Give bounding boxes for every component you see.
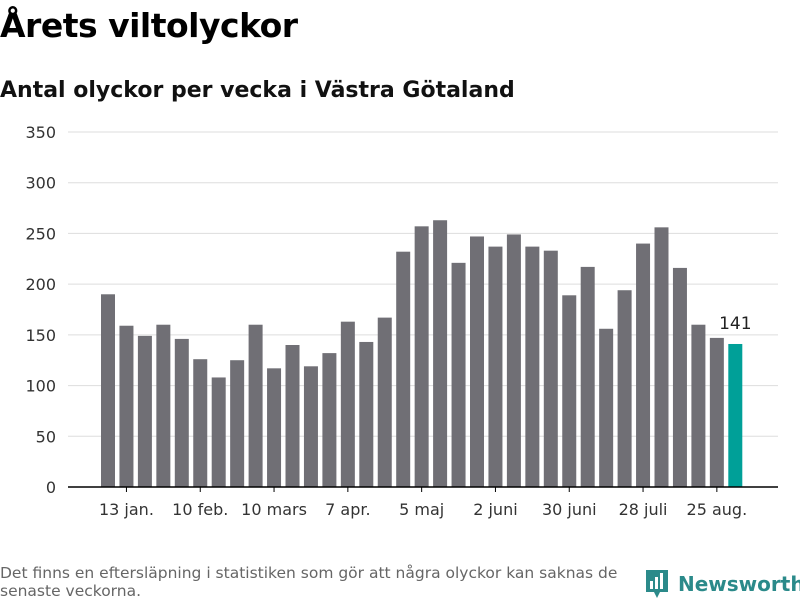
bar-chart: 0 50 100 150 200 250 300 350 13 jan. 10 feb. 10 m… <box>25 123 778 519</box>
bar <box>414 226 429 488</box>
bar <box>617 290 632 487</box>
x-axis-ticks: 13 jan. 10 feb. 10 mars 7 apr. 5 maj 2 juni 30… <box>68 486 778 519</box>
bar <box>562 295 577 487</box>
x-tick-label: 5 maj <box>399 500 444 519</box>
bar <box>248 324 263 487</box>
bar <box>599 328 614 487</box>
bar <box>174 338 189 487</box>
x-tick-label: 25 aug. <box>687 500 748 519</box>
bar <box>193 359 208 487</box>
x-tick-label: 7 apr. <box>325 500 370 519</box>
bar <box>654 227 669 488</box>
bar <box>267 368 282 487</box>
y-axis-ticks: 0 50 100 150 200 250 300 350 <box>25 123 56 497</box>
x-tick-label: 2 juni <box>473 500 517 519</box>
y-tick-label: 50 <box>36 427 56 446</box>
bar <box>101 294 115 487</box>
bar <box>433 220 448 487</box>
bar <box>285 345 300 487</box>
footnote: Det finns en eftersläpning i statistiken… <box>0 564 618 600</box>
bar <box>451 262 466 487</box>
chart-subtitle: Antal olyckor per vecka i Västra Götalan… <box>0 78 515 103</box>
y-tick-label: 150 <box>25 326 56 345</box>
bar <box>525 246 540 487</box>
bar <box>488 246 503 487</box>
bar <box>636 243 651 487</box>
bar <box>359 341 374 487</box>
x-tick-label: 13 jan. <box>99 500 154 519</box>
bar <box>543 250 558 487</box>
x-tick-label: 30 juni <box>542 500 597 519</box>
bar <box>580 266 595 487</box>
y-tick-label: 0 <box>46 478 56 497</box>
bar <box>230 360 245 487</box>
x-tick-label: 10 feb. <box>172 500 228 519</box>
bar <box>396 251 411 487</box>
bar <box>303 366 318 487</box>
y-tick-label: 200 <box>25 275 56 294</box>
y-tick-label: 300 <box>25 174 56 193</box>
y-tick-label: 350 <box>25 123 56 142</box>
brand-name: Newsworthy <box>678 572 800 596</box>
bar <box>691 324 706 487</box>
x-tick-label: 28 juli <box>619 500 668 519</box>
data-labels: 141 <box>719 314 751 334</box>
bar <box>137 335 152 487</box>
bar <box>119 325 134 487</box>
brand-logo[interactable]: Newsworthy <box>644 568 800 600</box>
bar <box>211 377 226 487</box>
bar <box>709 337 724 487</box>
y-tick-label: 100 <box>25 377 56 396</box>
bar <box>728 343 743 487</box>
x-tick-label: 10 mars <box>241 500 307 519</box>
bar <box>672 267 687 487</box>
bar-chart-pin-icon <box>646 570 668 598</box>
bar <box>506 234 521 487</box>
bar <box>340 321 355 487</box>
bars <box>101 220 743 488</box>
bar <box>470 236 484 487</box>
bar <box>322 353 337 487</box>
bar <box>156 324 171 487</box>
data-label: 141 <box>719 314 751 334</box>
chart-title: Årets viltolyckor <box>0 6 298 45</box>
y-tick-label: 250 <box>25 224 56 243</box>
bar <box>377 317 392 487</box>
